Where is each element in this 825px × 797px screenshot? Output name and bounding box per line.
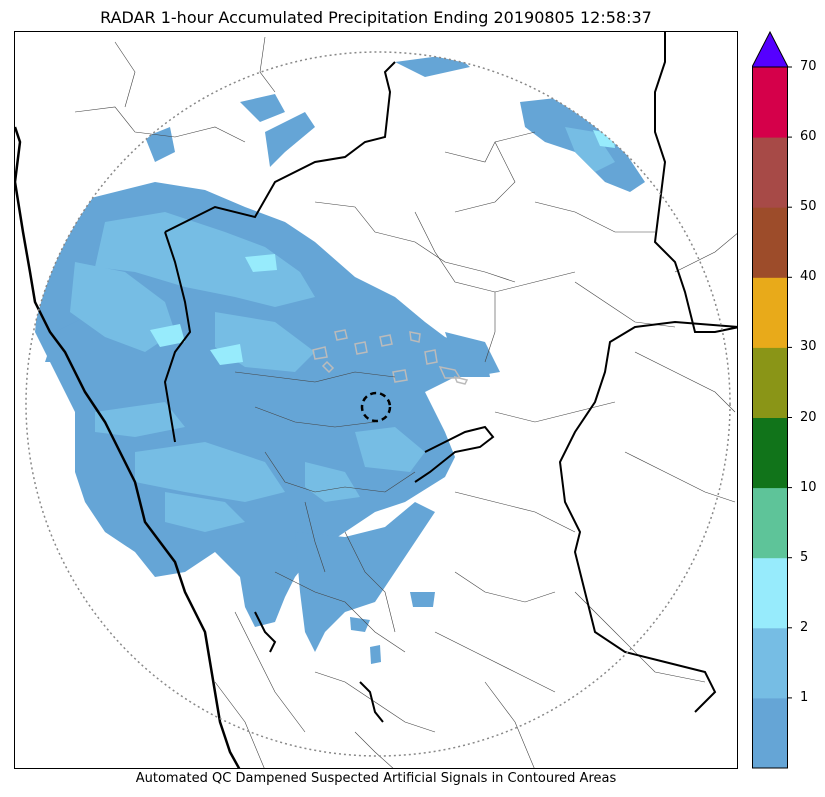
state-border-west-inner [163,231,192,443]
colorbar-extend-triangle [752,30,789,68]
precip-north-cell-4 [145,127,175,162]
radar-map[interactable] [14,31,738,769]
colorbar-tick-label: 60 [800,129,817,145]
colorbar-bin [752,487,788,559]
colorbar-bin [752,207,788,278]
precip-small-1 [410,592,435,607]
colorbar-tick-label: 10 [800,479,817,495]
precip-small-3 [350,617,370,632]
colorbar-tick-label: 40 [800,269,817,285]
colorbar-svg [752,30,792,769]
colorbar-bin [752,417,788,489]
radar-map-canvas [15,32,737,768]
radar-site-marker [360,391,392,423]
precip-east-cell [445,332,500,377]
precip-north-cell-2 [265,112,315,167]
state-border-south-1 [254,611,277,653]
state-border-east-long [558,320,737,713]
district-borders [74,36,737,768]
map-caption: Automated QC Dampened Suspected Artifici… [135,771,617,786]
coastline [15,126,241,768]
precip-field-light [35,54,645,664]
precip-sw-strip [45,317,95,362]
qc-contours [312,329,469,385]
colorbar-bin [752,137,788,208]
precip-north-cell-1 [240,94,285,122]
colorbar-tick-label: 50 [800,199,817,215]
colorbar-frame [752,66,788,769]
colorbar-bin [752,557,788,629]
precip-south-lobe [295,502,435,652]
state-border-south-2 [359,681,384,723]
colorbar-tick-label: 30 [800,339,817,355]
colorbar [752,30,794,770]
colorbar-tick-label: 1 [800,689,809,705]
precip-north-cell-3 [395,54,470,77]
colorbar-bin [752,697,788,769]
colorbar-bin [752,67,788,138]
radar-range-ring [25,51,731,757]
colorbar-tick-label: 2 [800,619,809,635]
colorbar-tick-label: 20 [800,409,817,425]
state-border-north [164,61,396,233]
precip-small-2 [370,645,381,664]
colorbar-tick-label: 70 [800,59,817,74]
precip-field-moderate [70,127,615,532]
colorbar-bin [752,277,788,348]
state-borders [163,32,737,723]
colorbar-bin [752,627,788,699]
state-border-northeast [653,32,737,333]
colorbar-bin [752,347,788,418]
state-border-east [414,425,495,483]
colorbar-tick-label: 5 [800,549,809,565]
map-title: RADAR 1-hour Accumulated Precipitation E… [100,8,652,27]
